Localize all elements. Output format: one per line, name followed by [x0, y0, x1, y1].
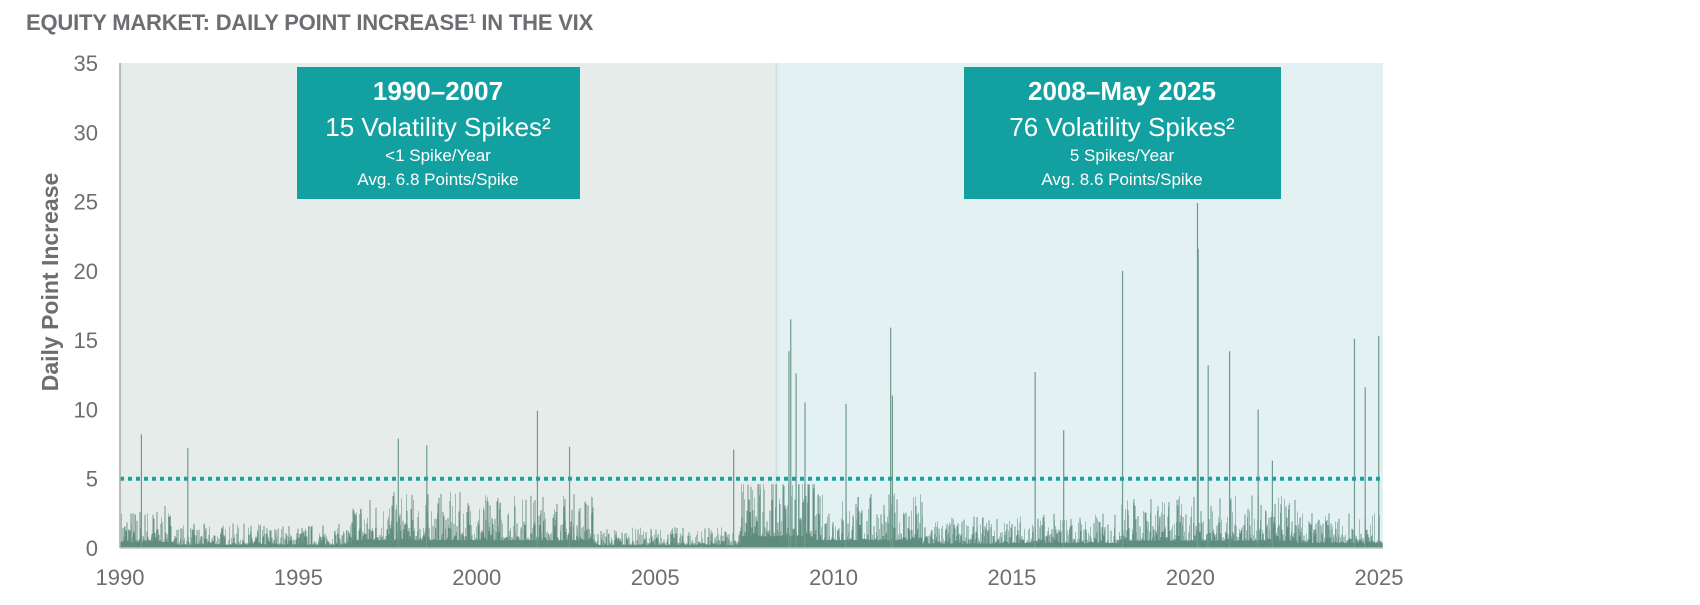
annotation-box-bg [297, 67, 580, 199]
y-tick-label: 25 [74, 190, 98, 215]
annotation-spikes: 15 Volatility Spikes² [325, 112, 551, 142]
annotation-average: Avg. 6.8 Points/Spike [357, 170, 518, 189]
x-ticks: 1990 1995 2000 2005 2010 2015 2020 2025 [96, 565, 1404, 590]
y-tick-label: 15 [74, 328, 98, 353]
title-end: IN THE VIX [475, 10, 594, 35]
title-footnote-1: 1 [468, 11, 476, 26]
annotation-spikes: 76 Volatility Spikes² [1009, 112, 1235, 142]
x-tick-label: 2025 [1355, 565, 1404, 590]
title-main: EQUITY MARKET: DAILY POINT INCREASE [26, 10, 469, 35]
annotation-rate: <1 Spike/Year [385, 146, 491, 165]
x-tick-label: 1995 [274, 565, 323, 590]
annotation-box-bg [964, 67, 1281, 199]
x-tick-label: 2010 [809, 565, 858, 590]
y-tick-label: 20 [74, 259, 98, 284]
x-tick-label: 1990 [96, 565, 145, 590]
annotation-box-2008-2025: 2008–May 2025 76 Volatility Spikes² 5 Sp… [964, 67, 1281, 199]
bars-group [120, 202, 1383, 548]
y-tick-label: 0 [86, 536, 98, 561]
x-tick-label: 2000 [452, 565, 501, 590]
annotation-period: 1990–2007 [373, 76, 503, 106]
annotation-average: Avg. 8.6 Points/Spike [1041, 170, 1202, 189]
y-tick-label: 30 [74, 120, 98, 145]
y-tick-label: 10 [74, 397, 98, 422]
y-tick-label: 35 [74, 51, 98, 76]
y-tick-label: 5 [86, 467, 98, 492]
annotation-period: 2008–May 2025 [1028, 76, 1216, 106]
x-tick-label: 2020 [1166, 565, 1215, 590]
y-axis-label: Daily Point Increase [37, 173, 63, 392]
x-tick-label: 2015 [987, 565, 1036, 590]
chart-title: EQUITY MARKET: DAILY POINT INCREASE1 IN … [26, 10, 593, 36]
y-ticks: 0 5 10 15 20 25 30 35 [74, 51, 98, 561]
annotation-box-1990-2007: 1990–2007 15 Volatility Spikes² <1 Spike… [297, 67, 580, 199]
x-tick-label: 2005 [631, 565, 680, 590]
annotation-rate: 5 Spikes/Year [1070, 146, 1175, 165]
